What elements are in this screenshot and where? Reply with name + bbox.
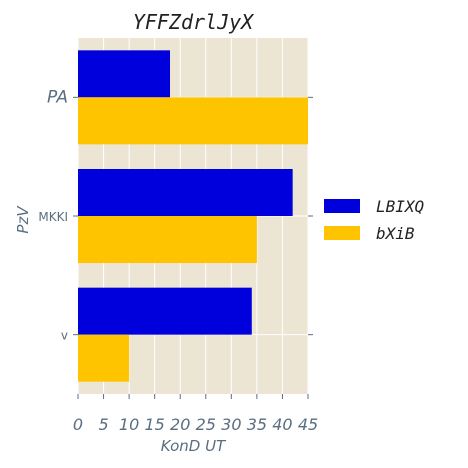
chart-title: YFFZdrlJyX — [133, 10, 255, 34]
y-tick-label-2: v — [61, 329, 68, 343]
y-axis-label: PzV — [14, 205, 32, 234]
bar-bXiB-PA — [78, 97, 308, 145]
bars — [78, 50, 308, 382]
legend-swatch-LBIXQ — [324, 199, 360, 213]
x-tick-label-4: 20 — [170, 415, 190, 434]
legend-label-bXiB: bXiB — [376, 224, 415, 243]
x-tick-label-5: 25 — [196, 415, 216, 434]
x-tick-label-2: 10 — [119, 415, 139, 434]
bar-LBIXQ-MKKI — [78, 169, 293, 216]
x-tick-label-8: 40 — [272, 415, 292, 434]
bar-LBIXQ-v — [78, 287, 252, 335]
x-axis-label: KonD UT — [161, 437, 227, 455]
bar-bXiB-v — [78, 334, 130, 382]
y-tick-label-0: PA — [47, 87, 68, 107]
bar-bXiB-MKKI — [78, 216, 257, 263]
legend: LBIXQ bXiB — [324, 197, 424, 243]
x-tick-label-6: 30 — [221, 415, 241, 434]
x-tick-label-0: 0 — [73, 415, 83, 434]
x-tick-label-7: 35 — [247, 415, 267, 434]
legend-swatch-bXiB — [324, 226, 360, 240]
y-tick-label-1: MKKI — [38, 210, 68, 224]
y-axis-ticks: PA MKKI v — [38, 87, 313, 343]
legend-label-LBIXQ: LBIXQ — [376, 197, 424, 216]
x-axis-ticks: 0 5 10 15 20 25 30 35 40 45 — [73, 394, 318, 434]
bar-LBIXQ-PA — [78, 50, 170, 98]
x-tick-label-1: 5 — [98, 415, 108, 434]
x-tick-label-9: 45 — [298, 415, 318, 434]
x-tick-label-3: 15 — [144, 415, 164, 434]
